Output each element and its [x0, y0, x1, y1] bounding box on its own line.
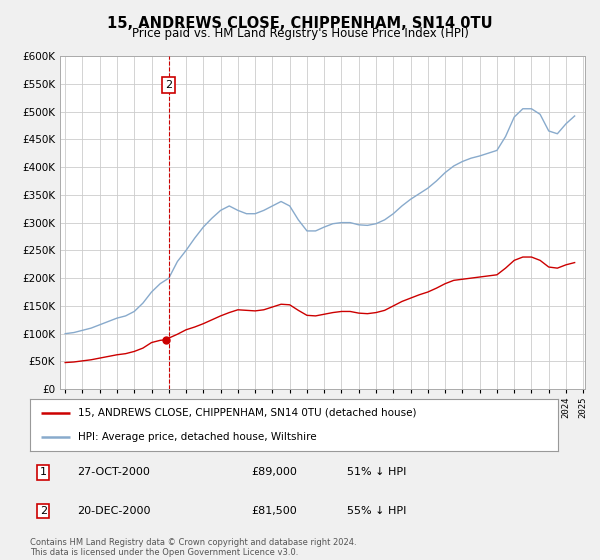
Text: 2: 2 [165, 80, 172, 90]
Text: 15, ANDREWS CLOSE, CHIPPENHAM, SN14 0TU: 15, ANDREWS CLOSE, CHIPPENHAM, SN14 0TU [107, 16, 493, 31]
Text: HPI: Average price, detached house, Wiltshire: HPI: Average price, detached house, Wilt… [77, 432, 316, 442]
Text: Contains HM Land Registry data © Crown copyright and database right 2024.
This d: Contains HM Land Registry data © Crown c… [30, 538, 356, 557]
Text: £81,500: £81,500 [252, 506, 298, 516]
Text: 51% ↓ HPI: 51% ↓ HPI [347, 468, 406, 478]
Text: 1: 1 [40, 468, 47, 478]
Text: 15, ANDREWS CLOSE, CHIPPENHAM, SN14 0TU (detached house): 15, ANDREWS CLOSE, CHIPPENHAM, SN14 0TU … [77, 408, 416, 418]
Text: 27-OCT-2000: 27-OCT-2000 [77, 468, 151, 478]
Text: 2: 2 [40, 506, 47, 516]
Text: 55% ↓ HPI: 55% ↓ HPI [347, 506, 406, 516]
Text: Price paid vs. HM Land Registry's House Price Index (HPI): Price paid vs. HM Land Registry's House … [131, 27, 469, 40]
Text: £89,000: £89,000 [252, 468, 298, 478]
Text: 20-DEC-2000: 20-DEC-2000 [77, 506, 151, 516]
